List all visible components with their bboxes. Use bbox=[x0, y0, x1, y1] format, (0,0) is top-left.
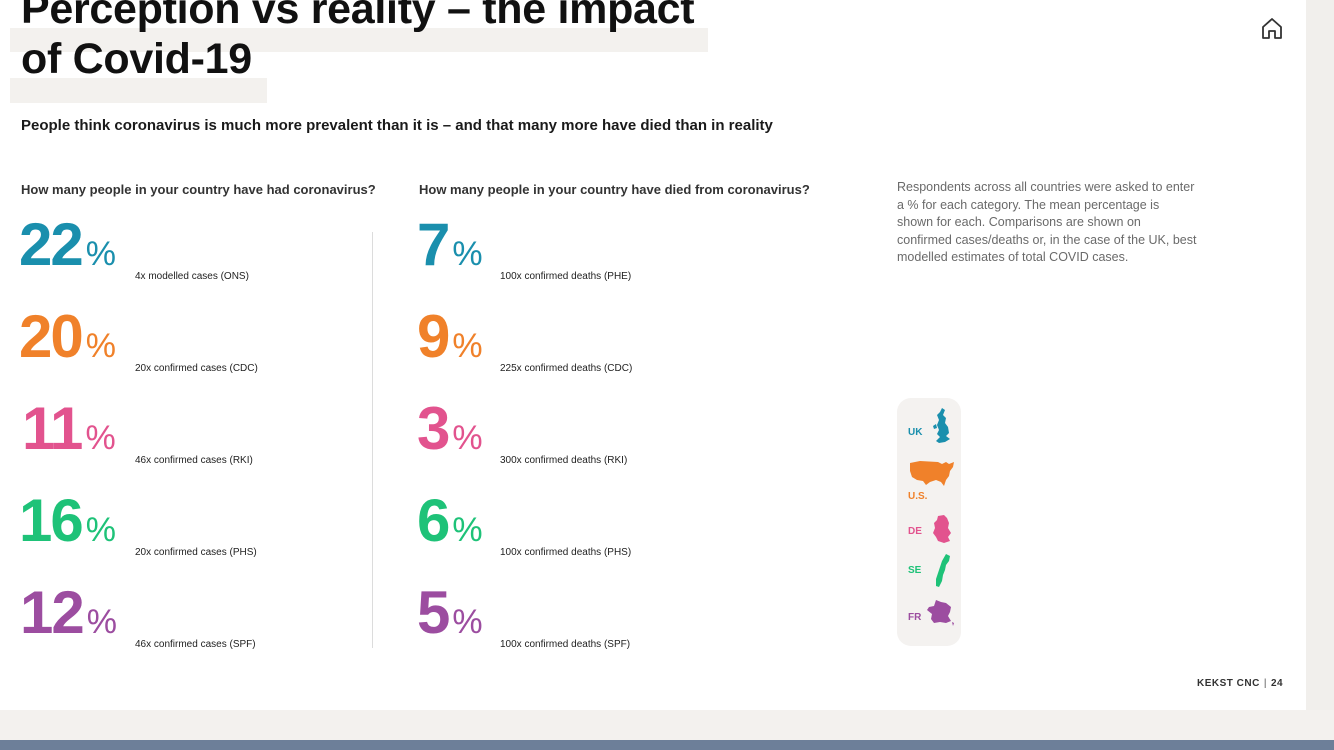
deaths-note-uk: 100x confirmed deaths (PHE) bbox=[500, 271, 632, 282]
deaths-note-us: 225x confirmed deaths (CDC) bbox=[500, 363, 633, 374]
cases-note-uk: 4x modelled cases (ONS) bbox=[135, 271, 249, 282]
column-divider bbox=[372, 232, 373, 648]
cases-stat-de: 11% bbox=[22, 395, 116, 462]
window-edge bbox=[1306, 0, 1334, 740]
germany-map-icon bbox=[933, 515, 951, 543]
deaths-row-de: 3% 300x confirmed deaths (RKI) bbox=[417, 399, 717, 468]
deaths-stat-se: 6% bbox=[417, 487, 483, 554]
slide: Perception vs reality – the impact of Co… bbox=[0, 0, 1306, 710]
deaths-note-se: 100x confirmed deaths (PHS) bbox=[500, 547, 632, 558]
cases-row-fr: 12% 46x confirmed cases (SPF) bbox=[20, 583, 360, 652]
deaths-stat-de: 3% bbox=[417, 395, 483, 462]
uk-map-icon bbox=[933, 408, 950, 443]
cases-note-se: 20x confirmed cases (PHS) bbox=[135, 547, 257, 558]
deaths-note-fr: 100x confirmed deaths (SPF) bbox=[500, 639, 631, 650]
deaths-question: How many people in your country have die… bbox=[419, 182, 810, 197]
cases-row-se: 16% 20x confirmed cases (PHS) bbox=[19, 491, 359, 560]
cases-stat-uk: 22% bbox=[19, 211, 116, 278]
home-icon[interactable] bbox=[1258, 14, 1286, 42]
deaths-note-de: 300x confirmed deaths (RKI) bbox=[500, 455, 628, 466]
legend-label-de: DE bbox=[908, 526, 922, 537]
cases-stat-fr: 12% bbox=[20, 579, 117, 646]
us-map-icon bbox=[910, 461, 954, 486]
footer: KEKST CNC | 24 bbox=[1197, 678, 1283, 689]
cases-row-us: 20% 20x confirmed cases (CDC) bbox=[19, 307, 359, 376]
footer-separator: | bbox=[1263, 678, 1267, 689]
cases-row-de: 11% 46x confirmed cases (RKI) bbox=[22, 399, 362, 468]
cases-row-uk: 22% 4x modelled cases (ONS) bbox=[19, 215, 359, 284]
cases-stat-us: 20% bbox=[19, 303, 116, 370]
methodology-note: Respondents across all countries were as… bbox=[897, 180, 1197, 265]
cases-question: How many people in your country have had… bbox=[21, 182, 376, 197]
title-highlight bbox=[10, 28, 708, 52]
page-title: Perception vs reality – the impact of Co… bbox=[21, 0, 695, 83]
sweden-map-icon bbox=[936, 554, 950, 587]
cases-note-us: 20x confirmed cases (CDC) bbox=[135, 363, 258, 374]
deaths-stat-us: 9% bbox=[417, 303, 483, 370]
taskbar bbox=[0, 740, 1334, 750]
cases-note-fr: 46x confirmed cases (SPF) bbox=[135, 639, 256, 650]
cases-stat-se: 16% bbox=[19, 487, 116, 554]
deaths-stat-fr: 5% bbox=[417, 579, 483, 646]
france-map-icon bbox=[927, 600, 954, 626]
legend-label-us: U.S. bbox=[908, 491, 928, 502]
legend-label-se: SE bbox=[908, 565, 922, 576]
footer-brand: KEKST CNC bbox=[1197, 678, 1260, 689]
legend-label-uk: UK bbox=[908, 427, 923, 438]
window-edge bbox=[0, 710, 1334, 740]
deaths-row-fr: 5% 100x confirmed deaths (SPF) bbox=[417, 583, 717, 652]
deaths-row-se: 6% 100x confirmed deaths (PHS) bbox=[417, 491, 717, 560]
legend-label-fr: FR bbox=[908, 612, 922, 623]
cases-note-de: 46x confirmed cases (RKI) bbox=[135, 455, 253, 466]
page-number: 24 bbox=[1270, 678, 1284, 689]
deaths-row-us: 9% 225x confirmed deaths (CDC) bbox=[417, 307, 717, 376]
title-highlight bbox=[10, 78, 267, 103]
deaths-row-uk: 7% 100x confirmed deaths (PHE) bbox=[417, 215, 717, 284]
subtitle: People think coronavirus is much more pr… bbox=[21, 117, 773, 134]
deaths-stat-uk: 7% bbox=[417, 211, 483, 278]
country-legend: UK U.S. DE SE FR bbox=[897, 398, 961, 646]
